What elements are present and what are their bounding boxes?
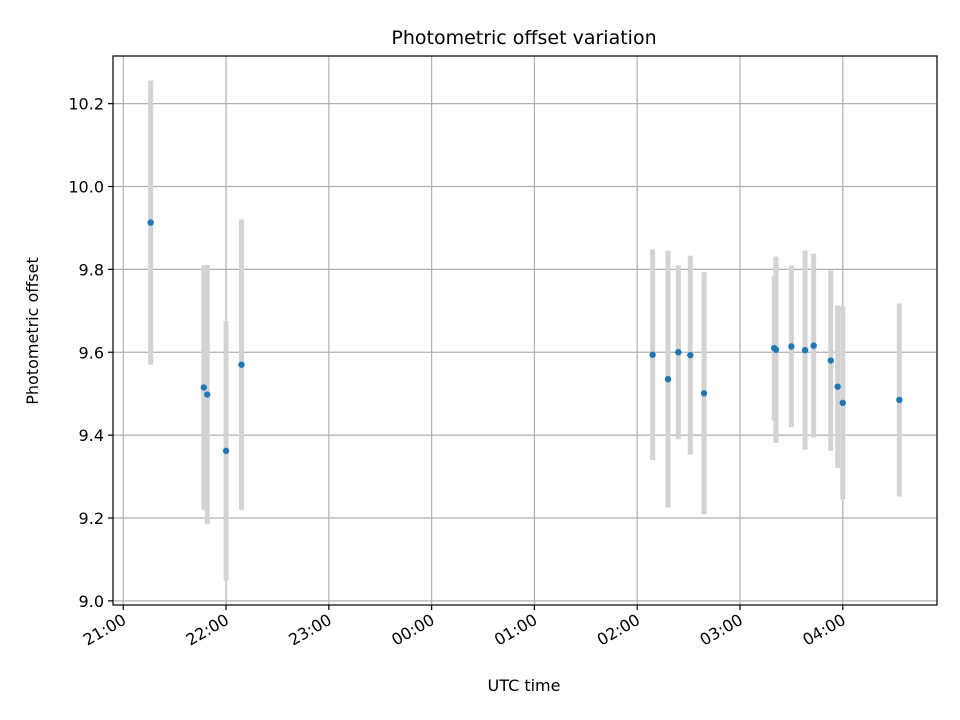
data-point (222, 447, 230, 455)
data-point (687, 351, 694, 359)
data-point (664, 375, 672, 383)
data-point (675, 349, 682, 356)
data-point (788, 343, 795, 350)
data-point (204, 391, 211, 398)
data-point (649, 351, 656, 358)
y-axis-ticks: 9.0 9.2 9.4 9.6 9.8 10.0 10.2 (68, 95, 113, 611)
chart-title: Photometric offset variation (391, 27, 656, 49)
y-tick-label: 10.2 (68, 95, 104, 114)
data-point (772, 346, 780, 353)
data-point (810, 342, 817, 349)
data-point (827, 357, 834, 364)
data-point (801, 346, 809, 354)
grid-lines (113, 56, 937, 605)
y-tick-label: 9.8 (79, 260, 104, 279)
data-point (896, 396, 903, 404)
plot-frame (112, 55, 938, 606)
y-tick-label: 9.6 (79, 343, 104, 362)
data-points (147, 219, 903, 455)
data-point (839, 399, 846, 407)
y-tick-label: 10.0 (68, 178, 104, 197)
x-axis-label: UTC time (488, 676, 561, 695)
data-point (834, 383, 841, 390)
data-point (147, 219, 154, 226)
data-point (238, 361, 245, 368)
data-point (200, 384, 207, 391)
y-tick-label: 9.0 (79, 592, 104, 611)
data-point (700, 390, 708, 397)
y-tick-label: 9.2 (79, 509, 104, 528)
y-axis-label: Photometric offset (23, 257, 42, 405)
y-tick-label: 9.4 (79, 426, 104, 445)
